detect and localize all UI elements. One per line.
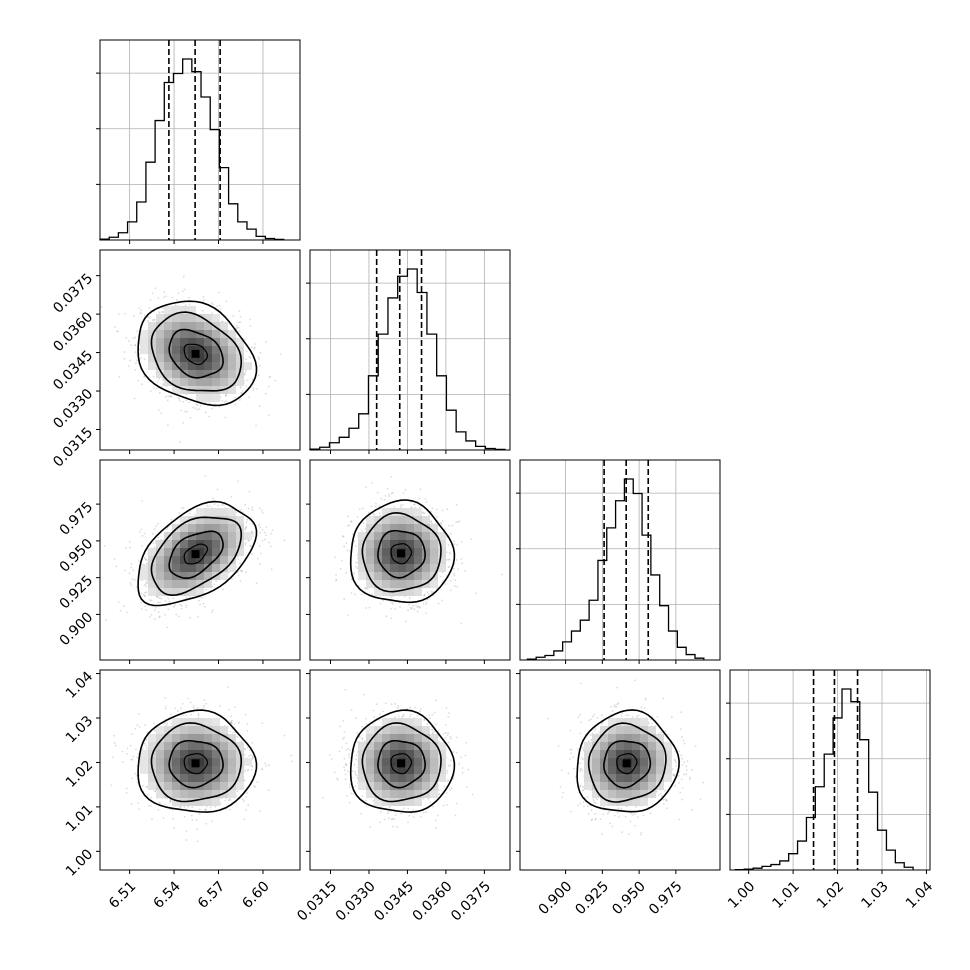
y-tick-label: 1.00 <box>63 846 96 879</box>
x-tick-label: 0.0375 <box>448 878 494 924</box>
panel-frame <box>519 669 721 871</box>
contour-line <box>361 511 442 593</box>
density-area <box>547 679 705 836</box>
contour-line <box>183 343 209 366</box>
y-tick-label: 0.0345 <box>50 348 96 394</box>
histogram-steps <box>734 688 914 871</box>
contour-line <box>137 709 258 813</box>
x-tick-label: 0.0345 <box>371 878 417 924</box>
panel-frame <box>99 39 301 241</box>
x-tick-label: 6.57 <box>195 878 228 911</box>
x-tick-label: 1.02 <box>814 878 847 911</box>
contour-line <box>616 752 638 775</box>
x-tick-label: 0.975 <box>646 878 686 918</box>
histogram-steps <box>99 58 285 241</box>
panel-frame <box>99 249 301 451</box>
panel-frame <box>99 669 301 871</box>
y-tick-label: 0.0330 <box>50 386 96 432</box>
x-tick-label: 0.950 <box>609 878 649 918</box>
contour-line <box>349 499 456 604</box>
y-tick-label: 1.04 <box>63 668 96 701</box>
contour-line <box>377 740 426 789</box>
density-peak <box>397 759 406 768</box>
panel-frame <box>309 669 511 871</box>
histogram-panel-0 <box>96 39 301 244</box>
contour-line <box>183 753 209 775</box>
x-tick-label: 1.04 <box>903 878 936 911</box>
y-tick-label: 0.0315 <box>50 424 96 470</box>
contour-line <box>168 328 224 379</box>
density-area <box>103 475 286 629</box>
y-tick-label: 0.900 <box>57 609 97 649</box>
contour-line <box>137 300 258 407</box>
x-tick-label: 0.900 <box>536 878 576 918</box>
contour-line <box>168 740 224 789</box>
density-area <box>334 475 503 625</box>
contour-line <box>361 722 442 803</box>
panel-frame <box>729 669 931 871</box>
density-area <box>100 275 282 444</box>
contour-line <box>150 311 242 392</box>
x-tick-label: 6.51 <box>106 878 139 911</box>
density-panel-0-3: 6.51 6.54 6.57 6.60 1.00 1.01 1.02 1.03 1.04 <box>63 668 301 912</box>
density-peak <box>622 759 631 768</box>
contour-line <box>377 529 426 579</box>
contour-line <box>150 722 242 803</box>
histogram-steps <box>526 478 705 660</box>
y-tick-label: 1.02 <box>63 757 96 790</box>
density-peak <box>397 549 406 558</box>
contour-line <box>150 516 242 597</box>
contour-line <box>587 722 667 803</box>
contour-line <box>349 709 456 813</box>
contour-line <box>137 500 258 607</box>
density-peak <box>191 759 200 768</box>
y-tick-label: 0.950 <box>57 536 97 576</box>
panel-frame <box>519 459 721 661</box>
contour-line <box>576 709 680 813</box>
y-tick-label: 1.03 <box>63 713 96 746</box>
density-peak <box>191 349 200 358</box>
x-tick-label: 0.0330 <box>333 878 379 924</box>
density-panel-1-2 <box>306 459 511 664</box>
panel-frame <box>99 459 301 661</box>
histogram-panel-1 <box>306 249 511 454</box>
panel-frame <box>309 249 511 451</box>
y-tick-label: 0.0375 <box>50 271 96 317</box>
x-tick-label: 6.54 <box>150 878 183 911</box>
x-tick-label: 0.0360 <box>410 878 456 924</box>
density-area <box>110 686 293 843</box>
x-tick-label: 1.00 <box>725 878 758 911</box>
density-area <box>321 688 474 829</box>
histogram-panel-3: 1.00 1.01 1.02 1.03 1.04 <box>725 669 936 912</box>
x-tick-label: 1.03 <box>858 878 891 911</box>
contour-line <box>603 740 652 789</box>
histogram-panel-2 <box>516 459 721 664</box>
y-tick-label: 0.0360 <box>50 309 96 355</box>
y-tick-label: 0.925 <box>57 573 97 613</box>
y-tick-label: 0.975 <box>57 499 97 539</box>
x-tick-label: 0.925 <box>572 878 612 918</box>
panel-frame <box>309 459 511 661</box>
contour-line <box>390 753 413 775</box>
x-tick-label: 1.01 <box>770 878 803 911</box>
y-tick-label: 1.01 <box>63 802 96 835</box>
x-tick-label: 6.60 <box>239 878 272 911</box>
contour-line <box>183 543 209 565</box>
density-peak <box>191 550 200 559</box>
contour-line <box>168 530 224 580</box>
histogram-steps <box>309 268 506 451</box>
x-tick-label: 0.0315 <box>294 878 340 924</box>
contour-line <box>390 543 413 565</box>
